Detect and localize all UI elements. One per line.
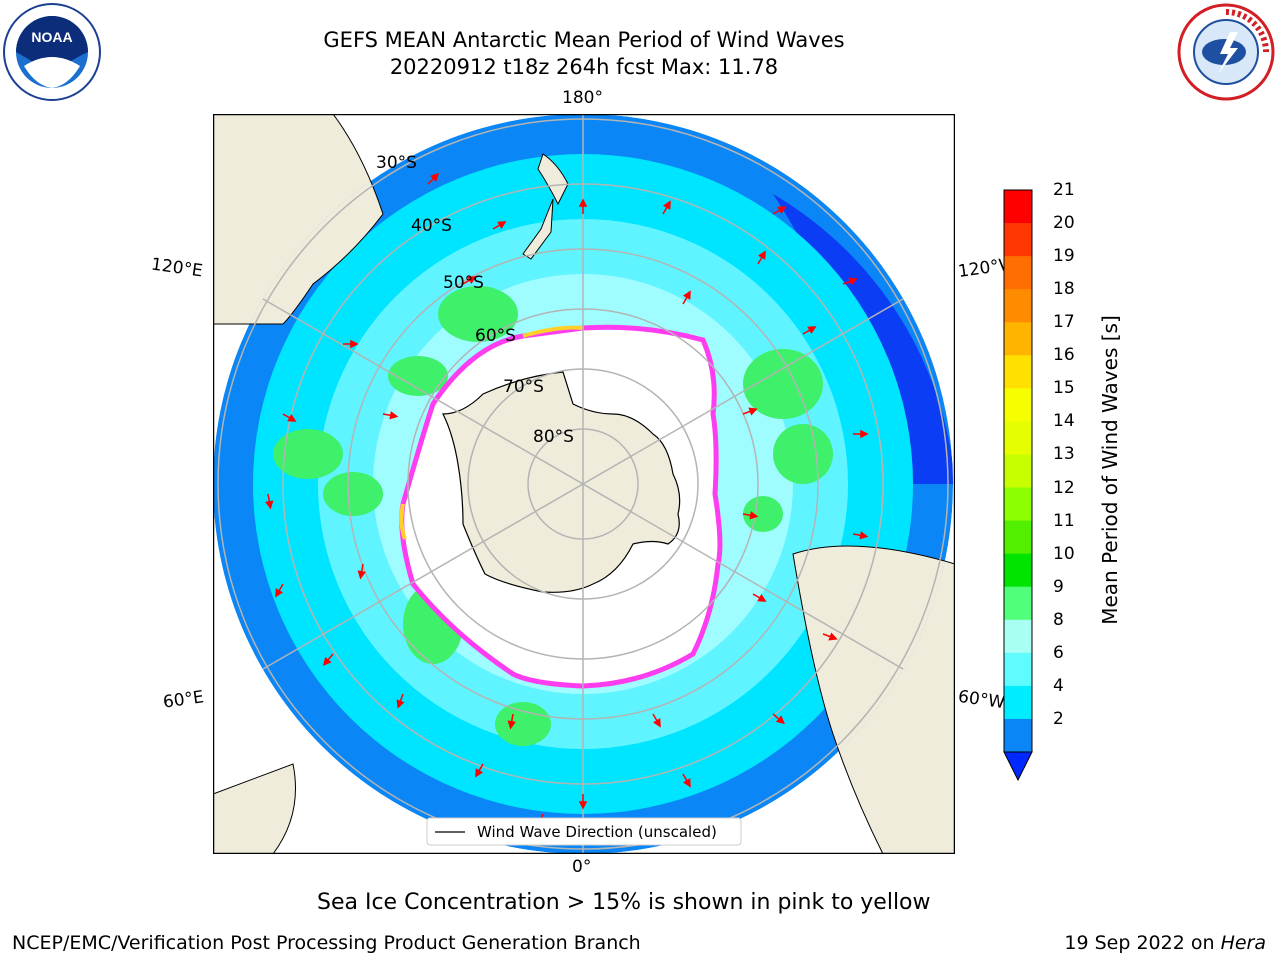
footer-machine: Hera bbox=[1220, 932, 1266, 954]
lon-label-120e: 120°E bbox=[149, 254, 204, 282]
lon-label-0: 0° bbox=[572, 857, 592, 877]
colorbar-segment bbox=[1004, 355, 1032, 389]
colorbar-tick-label: 2 bbox=[1053, 708, 1064, 729]
lat-label-30s: 30°S bbox=[376, 153, 417, 173]
colorbar-tick-label: 11 bbox=[1053, 510, 1075, 531]
colorbar-tick-label: 20 bbox=[1053, 213, 1075, 234]
nws-logo-icon bbox=[1176, 2, 1276, 102]
colorbar-tick-label: 12 bbox=[1053, 477, 1075, 498]
chart-subtitle: 20220912 t18z 264h fcst Max: 11.78 bbox=[389, 55, 779, 79]
colorbar-segment bbox=[1004, 520, 1032, 555]
colorbar-tick-label: 14 bbox=[1053, 411, 1075, 432]
noaa-logo-icon: NOAA bbox=[2, 2, 102, 102]
colorbar-tick-label: 19 bbox=[1053, 246, 1075, 267]
noaa-logo-text: NOAA bbox=[31, 29, 72, 45]
colorbar-segment bbox=[1004, 190, 1032, 224]
colorbar-segment bbox=[1004, 421, 1032, 455]
colorbar-segment bbox=[1004, 322, 1032, 356]
wave-patch-green bbox=[323, 472, 383, 516]
lon-label-60w: 60°W bbox=[956, 686, 1007, 714]
polar-map: 30°S 40°S 50°S 60°S 70°S 80°S Wind Wave … bbox=[212, 113, 956, 855]
lon-label-180: 180° bbox=[562, 88, 603, 108]
chart-title: GEFS MEAN Antarctic Mean Period of Wind … bbox=[323, 28, 845, 52]
colorbar-tick-label: 8 bbox=[1053, 609, 1064, 630]
wave-patch-green bbox=[273, 429, 343, 479]
footer-date: 19 Sep 2022 on bbox=[1064, 932, 1221, 954]
wave-patch-green bbox=[388, 356, 448, 396]
wave-patch-green bbox=[495, 702, 551, 746]
lat-label-50s: 50°S bbox=[443, 273, 484, 293]
lon-label-60e: 60°E bbox=[161, 687, 206, 713]
colorbar-segment bbox=[1004, 553, 1032, 588]
colorbar-segment bbox=[1004, 289, 1032, 323]
wave-patch-green bbox=[438, 286, 518, 342]
colorbar-tick-label: 4 bbox=[1053, 675, 1064, 696]
colorbar-segment bbox=[1004, 487, 1032, 522]
colorbar-segment bbox=[1004, 586, 1032, 621]
wave-patch-green bbox=[773, 424, 833, 484]
colorbar-segment bbox=[1004, 685, 1032, 720]
lat-label-70s: 70°S bbox=[503, 377, 544, 397]
colorbar-extend-triangle bbox=[1003, 751, 1033, 782]
colorbar-segment bbox=[1004, 718, 1032, 753]
colorbar-segment bbox=[1004, 223, 1032, 257]
colorbar-segment bbox=[1004, 454, 1032, 489]
colorbar-segment bbox=[1004, 652, 1032, 687]
colorbar-segment bbox=[1004, 619, 1032, 654]
wave-patch-green bbox=[743, 496, 783, 532]
map-legend: Wind Wave Direction (unscaled) bbox=[426, 817, 742, 846]
new-zealand-north bbox=[537, 153, 569, 206]
colorbar-tick-label: 21 bbox=[1053, 180, 1075, 200]
colorbar-tick-label: 16 bbox=[1053, 345, 1075, 366]
lat-label-80s: 80°S bbox=[533, 427, 574, 447]
graticule bbox=[217, 114, 949, 854]
footer-left: NCEP/EMC/Verification Post Processing Pr… bbox=[12, 932, 641, 954]
colorbar-tick-label: 6 bbox=[1053, 642, 1064, 663]
lat-label-40s: 40°S bbox=[411, 216, 452, 236]
sea-ice-caption: Sea Ice Concentration > 15% is shown in … bbox=[317, 890, 931, 915]
colorbar-segment bbox=[1004, 388, 1032, 422]
lat-label-60s: 60°S bbox=[475, 326, 516, 346]
colorbar-tick-label: 15 bbox=[1053, 378, 1075, 399]
colorbar-tick-label: 18 bbox=[1053, 279, 1075, 300]
wind-direction-arrows bbox=[265, 172, 869, 829]
colorbar-segment bbox=[1004, 256, 1032, 290]
colorbar-tick-label: 13 bbox=[1053, 444, 1075, 465]
colorbar-label: Mean Period of Wind Waves [s] bbox=[1098, 315, 1122, 625]
colorbar bbox=[1000, 186, 1090, 786]
legend-label: Wind Wave Direction (unscaled) bbox=[477, 823, 717, 841]
colorbar-tick-label: 9 bbox=[1053, 576, 1064, 597]
footer-right: 19 Sep 2022 on Hera bbox=[1064, 932, 1266, 954]
colorbar-segments bbox=[1003, 189, 1033, 753]
colorbar-tick-label: 10 bbox=[1053, 543, 1075, 564]
colorbar-tick-label: 17 bbox=[1053, 312, 1075, 333]
